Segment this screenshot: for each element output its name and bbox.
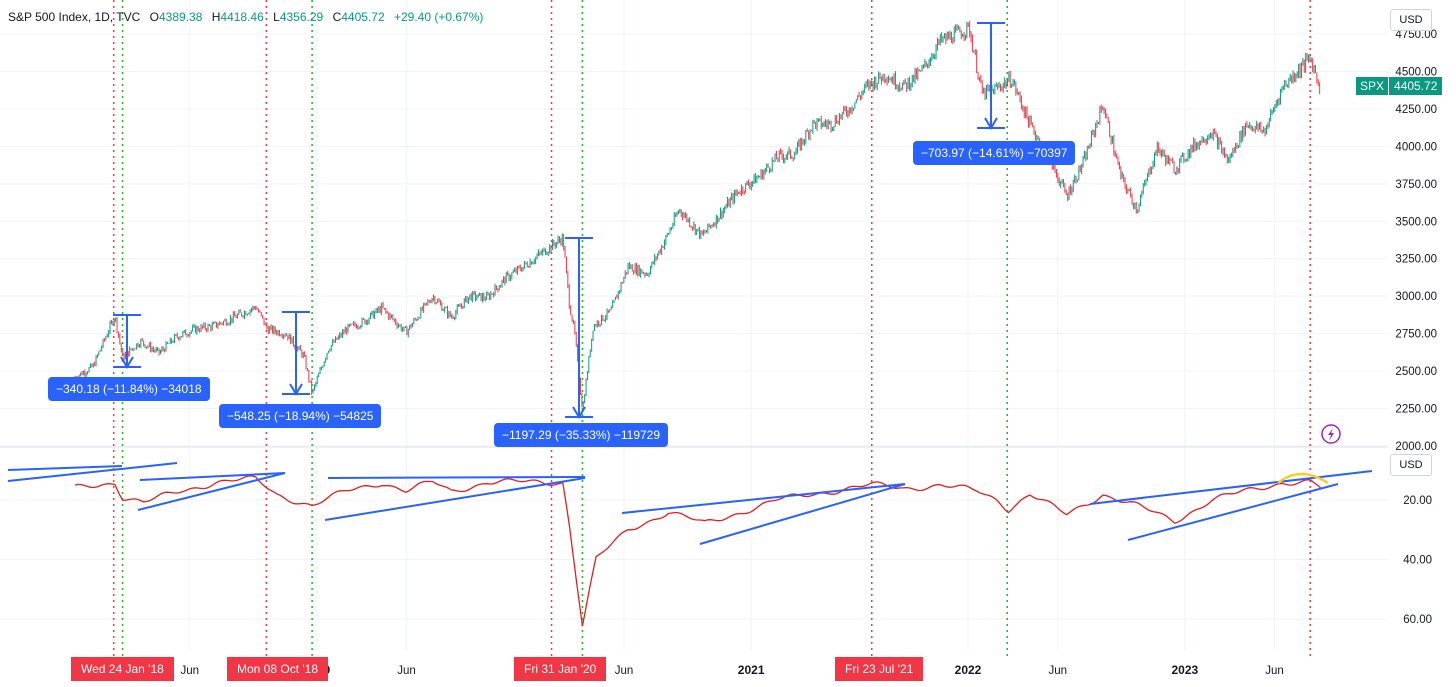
indicator-axis: 20.00 40.00 60.00 bbox=[1403, 495, 1432, 626]
time-tick-label: Jun bbox=[615, 665, 634, 677]
price-tick-label: 4250.00 bbox=[1395, 104, 1437, 116]
last-price-tag: SPX 4405.72 bbox=[1356, 77, 1443, 95]
price-tick-label: 3500.00 bbox=[1395, 216, 1437, 228]
highlight-arc bbox=[1277, 472, 1329, 485]
trendline bbox=[7, 462, 178, 482]
price-tick-label: 2750.00 bbox=[1395, 329, 1437, 341]
indicator-currency-button[interactable]: USD bbox=[1390, 454, 1432, 476]
low-label: L bbox=[273, 10, 280, 24]
close-label: C bbox=[332, 10, 342, 24]
measure-label-4[interactable]: −703.97 (−14.61%) −70397 bbox=[913, 141, 1076, 165]
price-tick-label: 2500.00 bbox=[1395, 366, 1437, 378]
price-tick-label: 4500.00 bbox=[1395, 66, 1437, 78]
currency-button[interactable]: USD bbox=[1390, 9, 1432, 31]
price-tick-label: 4750.00 bbox=[1395, 29, 1437, 41]
time-tick-label: Jun bbox=[397, 665, 416, 677]
indicator-tick-label: 60.00 bbox=[1403, 614, 1432, 626]
measure-arrowhead bbox=[289, 383, 303, 396]
trendline bbox=[139, 472, 286, 481]
measure-label-3[interactable]: −1197.29 (−35.33%) −119729 bbox=[494, 423, 669, 447]
price-tick-label: 3250.00 bbox=[1395, 254, 1437, 266]
measure-label-2[interactable]: −548.25 (−18.94%) −54825 bbox=[219, 404, 382, 428]
marker-lines bbox=[112, 0, 1311, 656]
price-candles bbox=[74, 20, 1321, 408]
price-tick-label: 3000.00 bbox=[1395, 291, 1437, 303]
trendline bbox=[327, 476, 586, 479]
trendline bbox=[621, 483, 906, 514]
open-value: 4389.38 bbox=[159, 10, 203, 24]
trendline bbox=[1127, 483, 1339, 541]
time-tick-label: Jun bbox=[1048, 665, 1067, 677]
trendline bbox=[324, 477, 586, 521]
time-tick-label: Jun bbox=[1265, 665, 1284, 677]
measure-arrowhead bbox=[120, 356, 134, 369]
indicator-line bbox=[74, 475, 1322, 627]
price-tick-label: 3750.00 bbox=[1395, 179, 1437, 191]
date-marker-2: Mon 08 Oct '18 bbox=[227, 657, 328, 681]
symbol-header: S&P 500 Index, 1D, TVC O4389.38 H4418.46… bbox=[8, 10, 483, 24]
price-tick-label: 2000.00 bbox=[1395, 441, 1437, 453]
trendlines bbox=[7, 462, 1373, 545]
lightning-icon[interactable] bbox=[1321, 424, 1341, 444]
measure-arrows bbox=[113, 22, 1005, 419]
time-axis: Jun2019JunJun20212022Jun2023Jun bbox=[180, 663, 1283, 677]
change-value: +29.40 (+0.67%) bbox=[393, 10, 484, 24]
price-axis: 4750.00 4500.00 4250.00 4000.00 3750.00 3500.… bbox=[1395, 29, 1437, 453]
last-price-symbol: SPX bbox=[1356, 77, 1389, 95]
price-tick-label: 2250.00 bbox=[1395, 404, 1437, 416]
date-marker-4: Fri 23 Jul '21 bbox=[835, 657, 924, 681]
last-price-value: 4405.72 bbox=[1389, 77, 1443, 95]
trendline bbox=[7, 465, 123, 471]
high-label: H bbox=[211, 10, 221, 24]
time-tick-label: 2023 bbox=[1171, 663, 1198, 677]
measure-label-1[interactable]: −340.18 (−11.84%) −34018 bbox=[48, 377, 210, 401]
trendline bbox=[1089, 470, 1373, 505]
close-value: 4405.72 bbox=[341, 10, 385, 24]
indicator-tick-label: 20.00 bbox=[1403, 495, 1432, 507]
time-tick-label: Jun bbox=[180, 665, 199, 677]
measure-arrowhead bbox=[984, 117, 998, 130]
measure-arrowhead bbox=[572, 406, 586, 419]
trendline bbox=[699, 483, 906, 545]
time-tick-label: 2021 bbox=[738, 663, 765, 677]
time-tick-label: 2022 bbox=[955, 663, 982, 677]
indicator-tick-label: 40.00 bbox=[1403, 555, 1432, 567]
date-marker-1: Wed 24 Jan '18 bbox=[71, 657, 174, 681]
low-value: 4356.29 bbox=[279, 10, 324, 24]
price-tick-label: 4000.00 bbox=[1395, 141, 1437, 153]
high-value: 4418.46 bbox=[220, 10, 264, 24]
open-label: O bbox=[149, 10, 159, 24]
date-marker-3: Fri 31 Jan '20 bbox=[514, 657, 607, 681]
trendline bbox=[137, 472, 286, 511]
symbol-title[interactable]: S&P 500 Index, 1D, TVC bbox=[8, 10, 141, 24]
